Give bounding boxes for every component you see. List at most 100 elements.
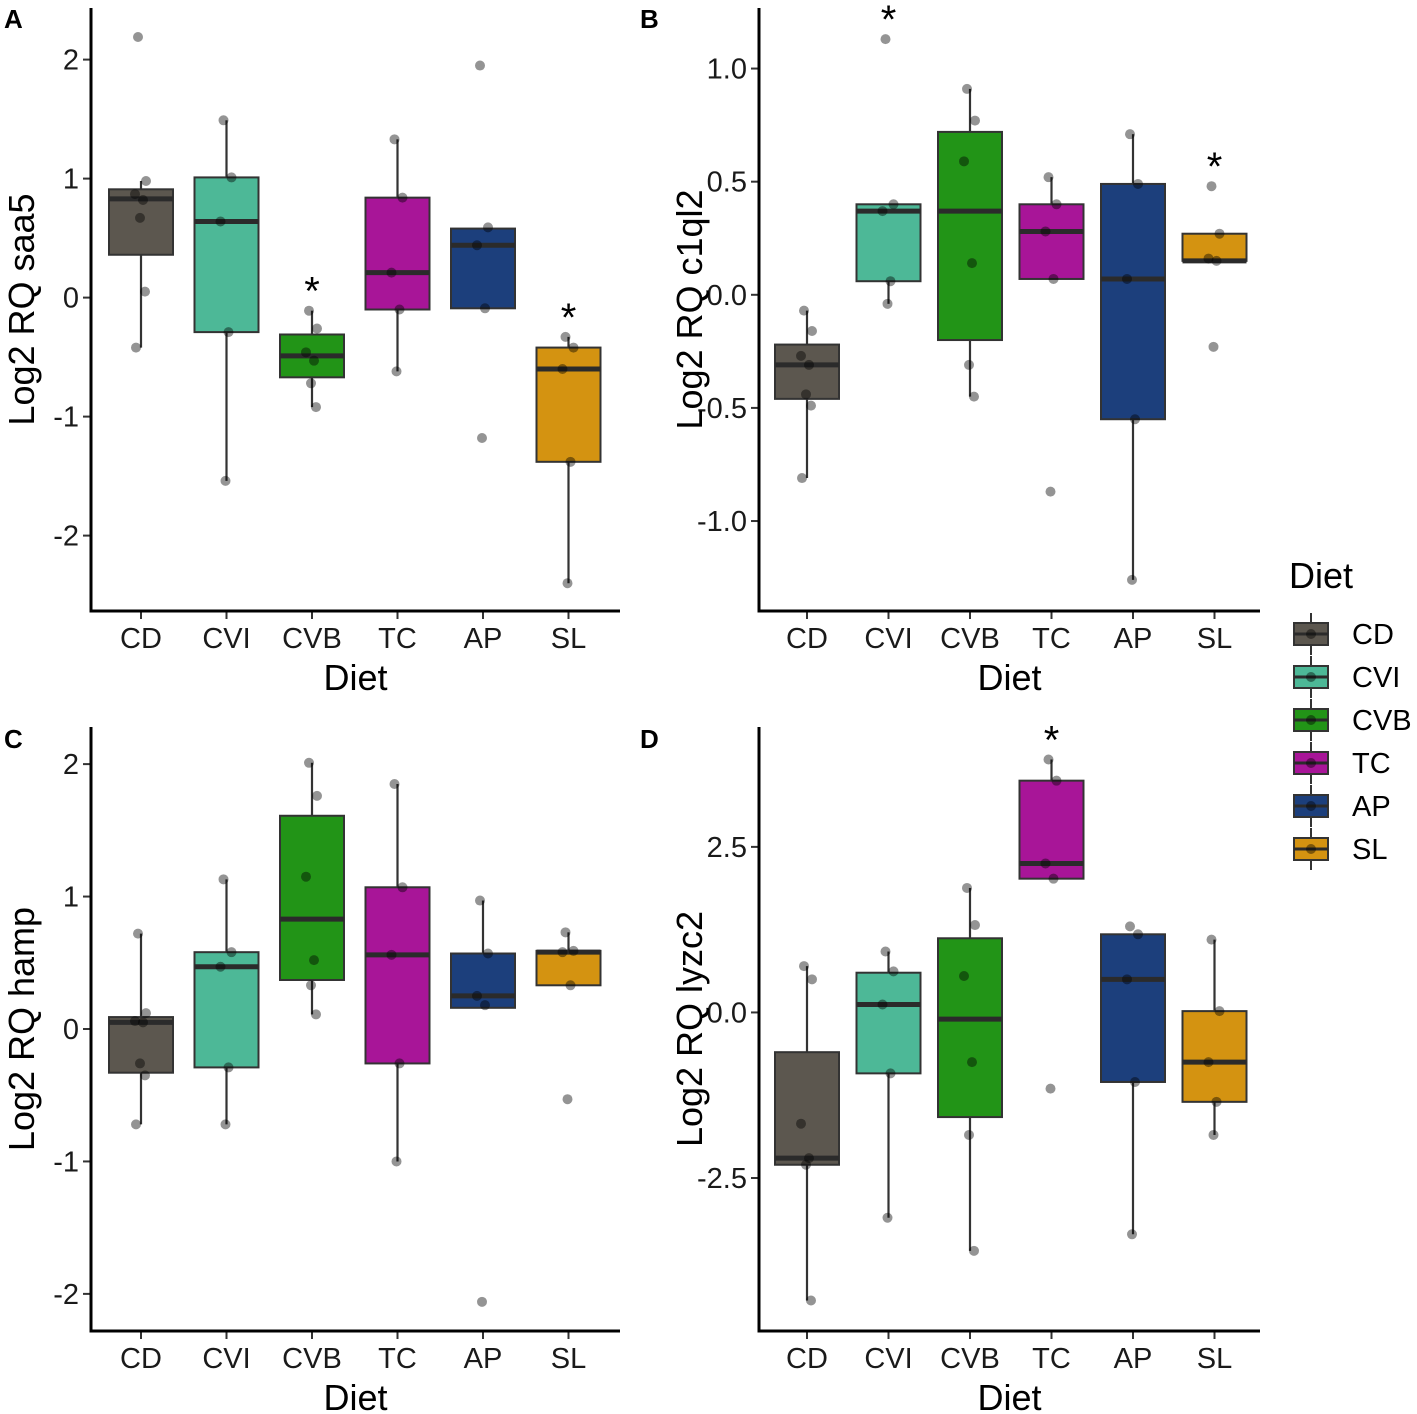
legend-label: SL [1352, 834, 1387, 866]
data-point [1130, 1076, 1140, 1087]
data-point [141, 1008, 151, 1019]
data-point [562, 578, 573, 589]
data-point [483, 222, 493, 233]
data-point [218, 874, 229, 885]
data-point [962, 83, 972, 94]
data-point [562, 1094, 573, 1105]
panel-letter: A [4, 4, 23, 34]
data-point [877, 206, 888, 217]
data-point [220, 475, 231, 486]
data-point [967, 1057, 977, 1068]
data-point [568, 342, 579, 353]
data-point [1045, 1083, 1056, 1094]
data-point [1206, 934, 1217, 945]
y-tick-label: 0.5 [707, 167, 747, 199]
data-point [1045, 486, 1056, 497]
data-point [560, 331, 571, 342]
data-point [880, 34, 891, 45]
data-point [223, 327, 234, 338]
data-point [1127, 1229, 1137, 1240]
data-point [304, 305, 314, 316]
data-point [1203, 253, 1214, 264]
box-cvb [279, 814, 345, 981]
data-point [1214, 228, 1225, 239]
data-point [394, 1058, 405, 1069]
y-tick-label: 1.0 [707, 54, 747, 86]
data-point [888, 199, 899, 210]
significance-marker: * [1044, 718, 1060, 762]
box-cvb [937, 130, 1003, 342]
data-point [223, 1062, 234, 1073]
data-point [215, 216, 226, 227]
data-point [959, 971, 969, 982]
y-tick-label: -1.0 [697, 506, 747, 538]
box-cvi [855, 971, 922, 1075]
data-point [483, 948, 493, 959]
box-cd [774, 1051, 840, 1166]
data-point [1048, 873, 1059, 884]
data-point [389, 778, 400, 789]
y-tick-label: -2 [53, 521, 79, 553]
data-point [888, 966, 899, 977]
y-tick-label: -1 [53, 402, 79, 434]
x-axis-title: Diet [977, 1377, 1041, 1414]
data-point [309, 355, 319, 366]
data-point [1208, 341, 1219, 352]
box-cd [774, 343, 840, 400]
box-sl [535, 346, 602, 463]
x-tick-label: CVI [202, 1343, 250, 1375]
data-point [131, 1119, 141, 1130]
data-point [477, 1296, 487, 1307]
legend-label: CD [1352, 619, 1394, 651]
data-point [394, 304, 405, 315]
data-point [885, 1068, 896, 1079]
data-point [131, 342, 141, 353]
x-tick-label: AP [1114, 623, 1153, 655]
x-axis-title: Diet [323, 657, 387, 698]
data-point [1211, 1096, 1222, 1107]
data-point [391, 1156, 402, 1167]
data-point [472, 240, 482, 251]
data-point [304, 757, 314, 768]
x-tick-label: SL [1197, 623, 1232, 655]
data-point [885, 276, 896, 287]
data-point [397, 192, 408, 203]
data-point [1040, 226, 1051, 237]
panel-c: C -2 -1 0 1 2 CD CVI CVB TC AP SL Diet Log2 RQ hamp [1, 724, 620, 1414]
data-point [312, 790, 322, 801]
data-point [1122, 273, 1132, 284]
data-point [138, 195, 148, 206]
data-point [807, 325, 817, 336]
y-axis-title: Log2 RQ lyzc2 [669, 911, 710, 1147]
data-point [1211, 255, 1222, 266]
data-point [969, 1245, 979, 1256]
x-tick-label: CVI [864, 1343, 912, 1375]
data-point [301, 347, 311, 358]
data-point [882, 1212, 893, 1223]
data-point [220, 1119, 231, 1130]
significance-marker: * [561, 296, 577, 340]
x-tick-label: CD [120, 623, 162, 655]
data-point [133, 928, 143, 939]
data-point [472, 990, 482, 1001]
box-sl [1181, 1010, 1248, 1103]
data-point [1051, 199, 1062, 210]
data-point [796, 1118, 806, 1129]
data-point [1122, 974, 1132, 985]
legend: Diet CD CVI CVB TC AP SL [1289, 555, 1412, 870]
legend-point [1306, 715, 1316, 725]
x-tick-label: CVB [940, 1343, 1000, 1375]
x-tick-label: CVB [282, 1343, 342, 1375]
data-point [130, 189, 140, 200]
data-point [1043, 172, 1054, 183]
box-cvb [937, 937, 1003, 1119]
data-point [475, 895, 485, 906]
data-point [959, 156, 969, 167]
x-tick-label: TC [1032, 1343, 1071, 1375]
x-tick-label: CD [120, 1343, 162, 1375]
data-point [215, 961, 226, 972]
y-tick-label: 0 [63, 1014, 79, 1046]
data-point [807, 974, 817, 985]
data-point [1208, 1129, 1219, 1140]
data-point [1125, 921, 1135, 932]
